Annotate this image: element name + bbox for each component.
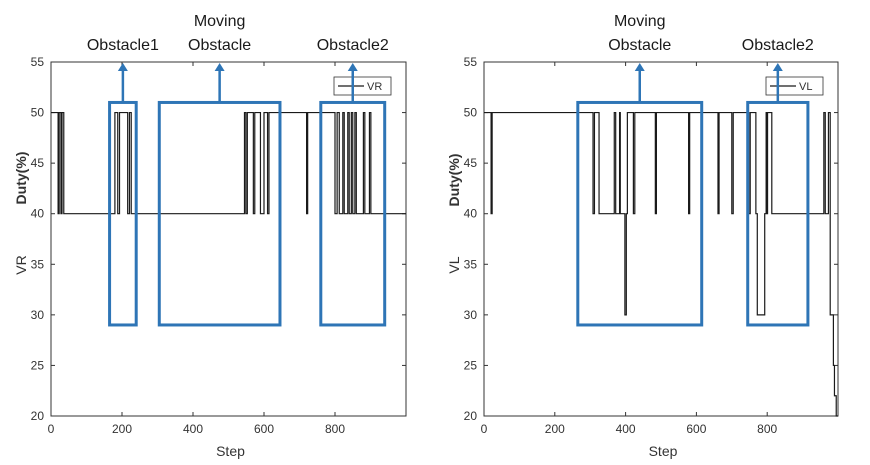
annotation-label: Moving Obstacle <box>608 13 671 54</box>
y-tick-label: 35 <box>31 257 45 271</box>
y-tick-label: 25 <box>31 358 45 372</box>
annotation-box <box>108 100 138 327</box>
chart-vr: 20 25 30 35 40 45 50 55 0 200 400 600 800 VR Step V… <box>13 13 407 459</box>
annotation-label: Moving Obstacle <box>188 13 251 54</box>
legend: VR <box>333 76 392 96</box>
series-line-vl <box>484 111 838 417</box>
chart-vl: 20 25 30 35 40 45 50 55 0 200 400 600 800 VL Step V… <box>446 13 839 459</box>
x-tick-labels: 0 200 400 600 800 <box>48 422 346 436</box>
x-tick-label: 200 <box>112 422 132 436</box>
legend-label: VR <box>367 81 382 93</box>
series-line-vr <box>51 111 406 215</box>
x-axis-label: Step <box>649 443 678 459</box>
x-tick-label: 600 <box>686 422 706 436</box>
x-tick-label: 800 <box>325 422 345 436</box>
y-axis-label: Duty(%) <box>446 154 462 207</box>
legend: VL <box>765 76 824 96</box>
y-tick-label: 20 <box>31 409 45 423</box>
y-tick-label: 25 <box>464 358 478 372</box>
annotation-arrowhead <box>347 63 358 71</box>
x-tick-label: 600 <box>254 422 274 436</box>
x-tick-label: 400 <box>616 422 636 436</box>
x-tick-labels: 0 200 400 600 800 <box>481 422 778 436</box>
y-tick-label: 55 <box>31 55 45 69</box>
y-tick-label: 20 <box>464 409 478 423</box>
y-axis-label: Duty(%) <box>13 152 29 205</box>
y-tick-label: 30 <box>464 308 478 322</box>
y-tick-label: 40 <box>31 207 45 221</box>
annotation-box <box>319 100 387 327</box>
annotation-arrowhead <box>772 63 783 71</box>
annotation-box <box>746 100 810 327</box>
annotations: Obstacle1 Moving Obstacle Obstacle2 <box>87 13 389 327</box>
y-axis-label-prefix: VL <box>446 256 462 273</box>
x-tick-label: 0 <box>481 422 488 436</box>
y-tick-label: 55 <box>464 55 478 69</box>
y-tick-label: 50 <box>464 106 478 120</box>
plot-area <box>483 61 839 417</box>
x-axis-label: Step <box>216 443 245 459</box>
y-tick-label: 45 <box>464 156 478 170</box>
x-tick-label: 0 <box>48 422 55 436</box>
annotation-label: Obstacle2 <box>317 37 389 54</box>
annotation-box <box>576 100 704 327</box>
annotations: Moving Obstacle Obstacle2 <box>576 13 814 327</box>
legend-label: VL <box>799 81 812 93</box>
y-tick-labels: 20 25 30 35 40 45 50 55 <box>464 55 478 423</box>
annotation-arrowhead <box>214 63 225 71</box>
y-tick-label: 30 <box>31 308 45 322</box>
y-tick-label: 35 <box>464 257 478 271</box>
annotation-arrowhead <box>117 63 128 71</box>
x-tick-label: 200 <box>545 422 565 436</box>
y-tick-label: 45 <box>31 156 45 170</box>
annotation-arrowhead <box>634 63 645 71</box>
x-tick-label: 800 <box>757 422 777 436</box>
y-tick-label: 40 <box>464 207 478 221</box>
annotation-label: Obstacle2 <box>742 37 814 54</box>
annotation-box <box>157 100 282 327</box>
y-tick-label: 50 <box>31 106 45 120</box>
annotation-label: Obstacle1 <box>87 37 159 54</box>
y-axis-label-prefix: VR <box>13 255 29 274</box>
x-tick-label: 400 <box>183 422 203 436</box>
y-tick-labels: 20 25 30 35 40 45 50 55 <box>31 55 45 423</box>
